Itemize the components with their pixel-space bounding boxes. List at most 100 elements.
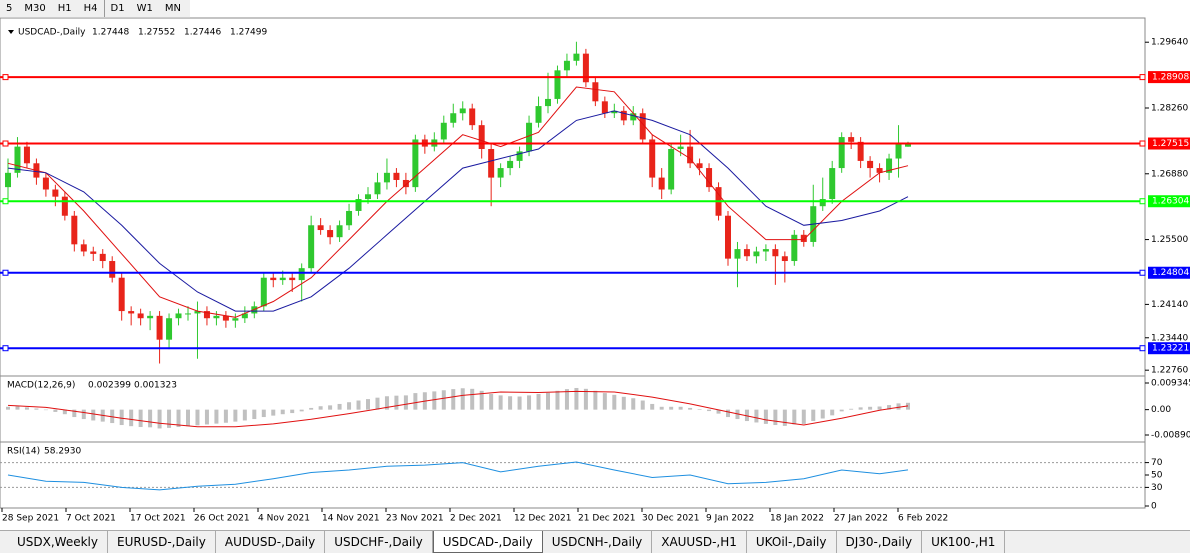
level-label: 1.24804 <box>1152 268 1189 278</box>
macd-bar <box>678 406 683 410</box>
macd-bar <box>233 409 238 422</box>
x-tick-label: 21 Dec 2021 <box>578 514 636 524</box>
macd-bar <box>564 389 569 410</box>
candle-body <box>573 53 580 61</box>
macd-bar <box>43 409 48 411</box>
candle-body <box>886 158 893 173</box>
x-tick-label: 27 Jan 2022 <box>834 514 888 524</box>
candle-body <box>526 122 533 152</box>
level-anchor <box>1139 198 1146 205</box>
timeframe-button[interactable]: H4 <box>83 3 98 14</box>
level-label: 1.27515 <box>1152 139 1189 149</box>
candle-body <box>279 277 286 281</box>
candle-body <box>365 194 371 200</box>
candle-body <box>658 177 665 190</box>
candle-body <box>781 256 788 262</box>
macd-bar <box>546 392 550 410</box>
candle-body <box>298 268 305 281</box>
timeframe-button[interactable]: D1 <box>103 0 131 17</box>
candle-body <box>838 137 845 169</box>
macd-bar <box>24 407 29 410</box>
level-anchor <box>1139 140 1146 147</box>
ohlc-value: 1.27552 <box>138 28 175 38</box>
chart-tab[interactable]: USDCHF-,Daily <box>325 531 433 553</box>
macd-bar <box>820 409 825 419</box>
candle-body <box>355 199 362 211</box>
macd-bar <box>697 409 702 410</box>
ohlc-value: 1.27446 <box>184 28 221 38</box>
y-tick-label: 30 <box>1151 483 1163 493</box>
candle-body <box>185 313 191 315</box>
chart-tab[interactable]: UKOil-,Daily <box>747 531 837 553</box>
chart: USDCAD-,Daily MACD(12,26,9) RSI(14) 58.2… <box>0 17 1190 524</box>
macd-bar <box>413 393 418 410</box>
candle-body <box>497 168 504 178</box>
timeframe-button[interactable]: H1 <box>57 3 72 14</box>
macd-bar <box>157 409 162 429</box>
x-tick-label: 2 Dec 2021 <box>450 514 502 524</box>
timeframe-button[interactable]: MN <box>164 3 181 14</box>
x-tick-label: 14 Nov 2021 <box>322 514 380 524</box>
macd-bar <box>498 395 503 410</box>
candle-body <box>601 101 608 114</box>
x-tick-label: 9 Jan 2022 <box>706 514 754 524</box>
timeframe-button[interactable]: 5 <box>6 3 13 14</box>
candle-body <box>734 249 741 259</box>
candle-body <box>440 122 447 140</box>
candle-body <box>848 137 855 142</box>
macd-bar <box>839 409 844 412</box>
macd-bar <box>555 390 560 410</box>
timeframe-button[interactable]: M30 <box>24 3 46 14</box>
chart-tab[interactable]: USDX,Weekly <box>8 531 108 553</box>
candle-body <box>308 225 315 269</box>
x-tick-label: 28 Sep 2021 <box>2 514 59 524</box>
macd-bar <box>119 409 124 426</box>
candle-body <box>327 230 334 238</box>
macd-bar <box>460 388 465 410</box>
chart-tab[interactable]: USDCNH-,Daily <box>543 531 653 553</box>
candle-body <box>166 318 173 340</box>
x-tick-label: 30 Dec 2021 <box>642 514 700 524</box>
chart-tab[interactable]: DJ30-,Daily <box>837 531 923 553</box>
x-tick-label: 23 Nov 2021 <box>386 514 444 524</box>
candle-body <box>222 315 229 321</box>
macd-bar <box>252 409 257 420</box>
candle-body <box>317 225 324 231</box>
candle-body <box>412 139 419 188</box>
candle-body <box>478 125 485 149</box>
chart-tab[interactable]: USDCAD-,Daily <box>432 531 543 553</box>
candle-body <box>61 196 68 216</box>
macd-bar <box>290 409 295 414</box>
timeframe-toolbar: 5 M30 H1 H4 D1 W1 MN <box>0 0 190 18</box>
level-label: 1.26304 <box>1152 197 1189 207</box>
candle-body <box>762 249 769 252</box>
macd-bar <box>602 393 607 410</box>
chart-tab[interactable]: XAUUSD-,H1 <box>652 531 747 553</box>
macd-bar <box>763 409 768 424</box>
candle-body <box>620 110 627 121</box>
chart-tab[interactable]: UK100-,H1 <box>922 531 1006 553</box>
candle-body <box>459 108 466 114</box>
macd-bar <box>489 393 494 410</box>
macd-bar <box>631 398 636 410</box>
symbol-menu-arrow[interactable] <box>8 30 14 34</box>
chart-tab[interactable]: AUDUSD-,Daily <box>216 531 326 553</box>
chart-tab[interactable]: EURUSD-,Daily <box>108 531 216 553</box>
level-label-box <box>1148 342 1190 355</box>
candle-body <box>232 318 239 321</box>
macd-bar <box>726 409 730 418</box>
level-anchor <box>2 140 9 147</box>
y-tick-label: 1.22760 <box>1151 366 1188 376</box>
level-label: 1.23221 <box>1152 344 1189 354</box>
macd-bar <box>81 409 86 420</box>
candle-body <box>649 139 656 178</box>
timeframe-button[interactable]: W1 <box>136 3 153 14</box>
macd-bar <box>659 406 664 410</box>
candle-body <box>753 251 760 257</box>
candle-body <box>42 177 49 190</box>
rsi-line <box>7 461 909 491</box>
macd-bar <box>242 409 247 421</box>
level-anchor <box>2 198 9 205</box>
candle-body <box>706 168 713 188</box>
